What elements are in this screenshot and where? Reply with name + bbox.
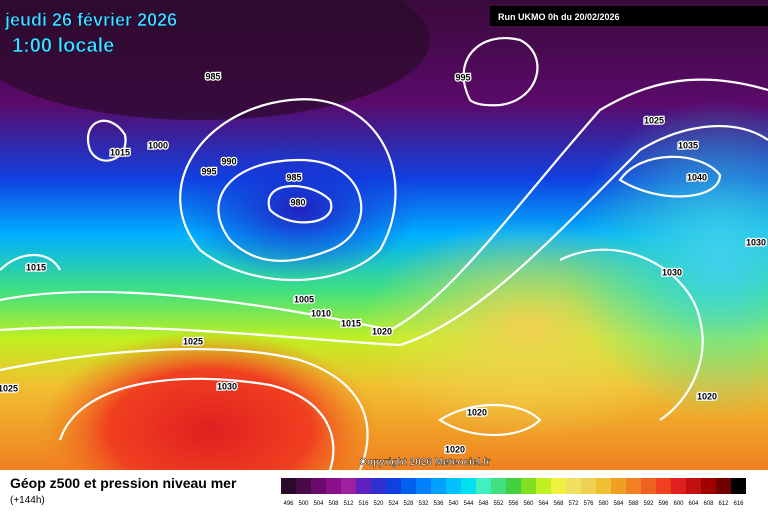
scale-label: 552	[493, 501, 504, 507]
map-time: 1:00 locale	[12, 35, 114, 57]
legend-title: Géop z500 et pression niveau mer	[10, 475, 237, 491]
isobar-label: 1015	[341, 318, 361, 328]
isobar-labels: 985 1015 1000 990 995 985 980 995 1025 1…	[0, 70, 767, 456]
scale-label: 504	[313, 501, 324, 507]
isobar-label: 990	[221, 156, 236, 166]
run-box	[490, 6, 768, 26]
isobar-label: 1005	[294, 294, 314, 304]
color-cell	[311, 478, 326, 494]
isobar-label: 1030	[662, 267, 682, 277]
color-cell	[371, 478, 386, 494]
isobar-label: 1025	[644, 115, 664, 125]
scale-label: 608	[703, 501, 714, 507]
color-cell	[671, 478, 686, 494]
scale-label: 536	[433, 501, 444, 507]
scale-label: 540	[448, 501, 459, 507]
color-cell	[296, 478, 311, 494]
isobar-label: 1000	[148, 140, 168, 150]
color-cell	[596, 478, 611, 494]
isobar-label: 1020	[697, 391, 717, 401]
color-cell	[716, 478, 731, 494]
color-cell	[641, 478, 656, 494]
scale-label: 604	[688, 501, 699, 507]
color-cell	[731, 478, 746, 494]
color-cell	[506, 478, 521, 494]
legend-lead: (+144h)	[10, 495, 45, 506]
scale-label: 568	[553, 501, 564, 507]
isobar-label: 1030	[746, 237, 766, 247]
isobar-label: 1025	[0, 383, 18, 393]
scale-label: 576	[583, 501, 594, 507]
color-cell	[566, 478, 581, 494]
copyright: Copyright 2026 Meteociel.fr	[360, 457, 491, 468]
isobar-label: 985	[205, 71, 220, 81]
scale-label: 592	[643, 501, 654, 507]
color-cell	[401, 478, 416, 494]
scale-label: 616	[733, 501, 744, 507]
color-cell	[551, 478, 566, 494]
scale-label: 508	[328, 501, 339, 507]
color-cell	[701, 478, 716, 494]
scale-label: 500	[298, 501, 309, 507]
color-cell	[386, 478, 401, 494]
scale-label: 532	[418, 501, 429, 507]
scale-label: 524	[388, 501, 399, 507]
color-cell	[581, 478, 596, 494]
color-cell	[341, 478, 356, 494]
scale-label: 520	[373, 501, 384, 507]
color-cell	[626, 478, 641, 494]
scale-label: 512	[343, 501, 354, 507]
color-cell	[476, 478, 491, 494]
isobar-label: 1030	[217, 381, 237, 391]
scale-label: 596	[658, 501, 669, 507]
color-cell	[356, 478, 371, 494]
scale-label: 496	[283, 501, 294, 507]
isobar-label: 980	[290, 197, 305, 207]
scale-label: 556	[508, 501, 519, 507]
isobar-label: 1020	[372, 326, 392, 336]
color-cell	[461, 478, 476, 494]
color-cell	[416, 478, 431, 494]
color-scale: 496 500 504 508 512 516 520 524 528 532 536 540 544 5…	[281, 478, 746, 507]
scale-label: 516	[358, 501, 369, 507]
run-info: Run UKMO 0h du 20/02/2026	[498, 12, 620, 22]
scale-label: 548	[478, 501, 489, 507]
scale-label: 600	[673, 501, 684, 507]
isobar-label: 1025	[183, 336, 203, 346]
isobar-label: 1015	[26, 262, 46, 272]
color-cell	[326, 478, 341, 494]
color-cell	[536, 478, 551, 494]
isobar-label: 1010	[311, 308, 331, 318]
color-cell	[491, 478, 506, 494]
map-date: jeudi 26 février 2026	[4, 10, 177, 30]
isobar-label: 1040	[687, 172, 707, 182]
isobar-label: 1020	[445, 444, 465, 454]
color-cell	[611, 478, 626, 494]
color-cell	[446, 478, 461, 494]
isobar-label: 1035	[678, 140, 698, 150]
color-cell	[431, 478, 446, 494]
color-cell	[281, 478, 296, 494]
scale-label: 544	[463, 501, 474, 507]
scale-label: 572	[568, 501, 579, 507]
isobar-label: 1015	[110, 147, 130, 157]
scale-label: 564	[538, 501, 549, 507]
scale-label: 584	[613, 501, 624, 507]
scale-label: 580	[598, 501, 609, 507]
scale-label: 528	[403, 501, 414, 507]
isobar-label: 995	[201, 166, 216, 176]
color-cell	[656, 478, 671, 494]
isobar-label: 985	[286, 172, 301, 182]
scale-label: 612	[718, 501, 729, 507]
scale-label: 588	[628, 501, 639, 507]
isobar-label: 995	[455, 72, 470, 82]
color-cell	[521, 478, 536, 494]
isobar-label: 1020	[467, 407, 487, 417]
scale-label: 560	[523, 501, 534, 507]
color-cell	[686, 478, 701, 494]
